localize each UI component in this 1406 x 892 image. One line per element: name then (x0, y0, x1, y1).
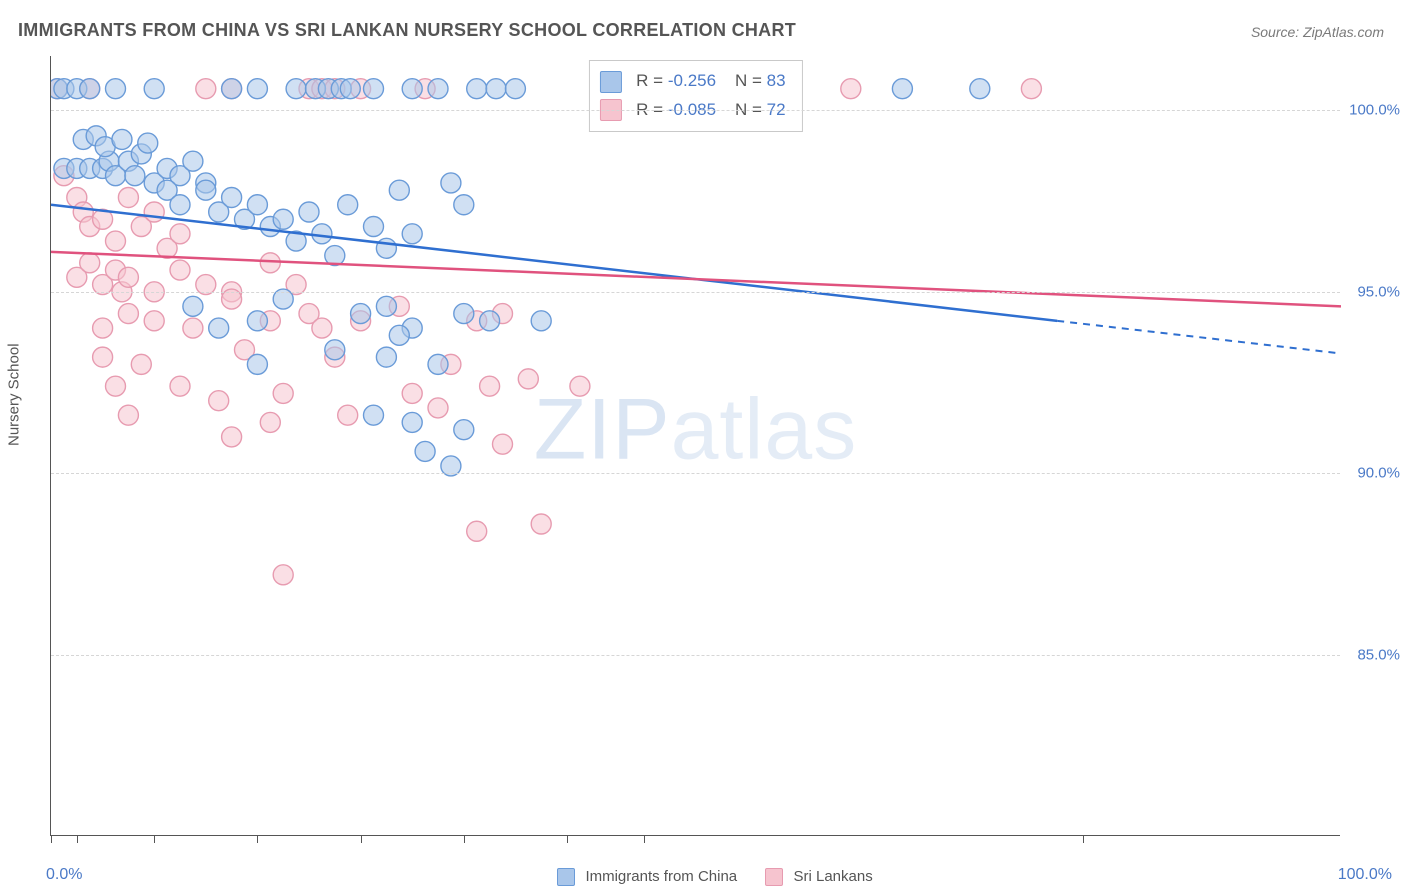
stats-n-value-2: 72 (767, 100, 786, 119)
legend-label-series1: Immigrants from China (585, 868, 737, 885)
y-tick-label: 90.0% (1357, 465, 1400, 482)
y-tick-label: 95.0% (1357, 283, 1400, 300)
legend-swatch-series1 (557, 868, 575, 886)
x-tick (567, 835, 568, 843)
gridline (51, 110, 1340, 111)
y-tick-label: 85.0% (1357, 646, 1400, 663)
correlation-stats-box: R = -0.256 N = 83 R = -0.085 N = 72 (588, 60, 802, 132)
x-tick (51, 835, 52, 843)
x-tick (257, 835, 258, 843)
x-tick (361, 835, 362, 843)
chart-plot-area: ZIPatlas R = -0.256 N = 83 R = -0.085 N … (50, 56, 1340, 836)
x-tick (464, 835, 465, 843)
y-axis-title: Nursery School (6, 343, 23, 446)
stats-n-value-1: 83 (767, 71, 786, 90)
x-tick (154, 835, 155, 843)
legend-swatch-series2 (765, 868, 783, 886)
x-tick (77, 835, 78, 843)
stats-r-label-2: R = (636, 100, 663, 119)
gridline (51, 473, 1340, 474)
stats-n-label-1: N = (735, 71, 762, 90)
stats-n-label-2: N = (735, 100, 762, 119)
chart-title: IMMIGRANTS FROM CHINA VS SRI LANKAN NURS… (18, 20, 796, 41)
chart-svg (51, 56, 1341, 836)
bottom-legend: Immigrants from China Sri Lankans (0, 868, 1406, 886)
source-credit: Source: ZipAtlas.com (1251, 24, 1384, 40)
stats-r-label-1: R = (636, 71, 663, 90)
stats-r-value-1: -0.256 (668, 71, 716, 90)
stats-row-series1: R = -0.256 N = 83 (599, 67, 785, 96)
stats-swatch-series1 (599, 71, 621, 93)
x-tick (1083, 835, 1084, 843)
gridline (51, 655, 1340, 656)
gridline (51, 292, 1340, 293)
x-tick (644, 835, 645, 843)
stats-r-value-2: -0.085 (668, 100, 716, 119)
y-tick-label: 100.0% (1349, 102, 1400, 119)
legend-label-series2: Sri Lankans (794, 868, 873, 885)
